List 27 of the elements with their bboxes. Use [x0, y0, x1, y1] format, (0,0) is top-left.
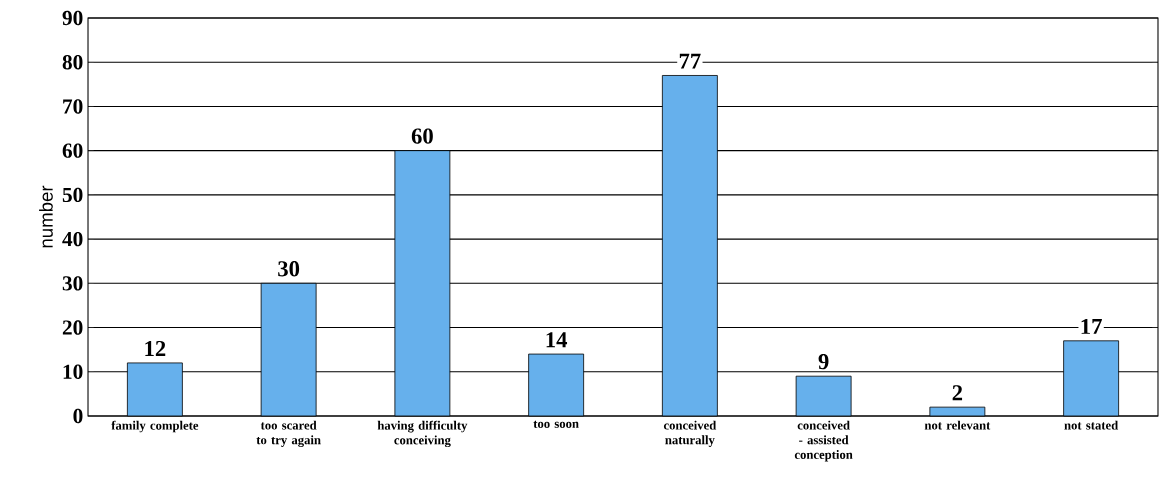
- data-label: 77: [679, 53, 701, 69]
- x-tick-label: having difficulty conceiving: [377, 420, 468, 448]
- x-tick-label: too scared to try again: [256, 420, 321, 447]
- x-tick-label: not stated: [1064, 420, 1119, 430]
- y-tick-label: 90: [62, 10, 83, 26]
- data-label: 12: [145, 340, 166, 356]
- y-tick-label: 20: [62, 320, 83, 335]
- y-axis-title: number: [39, 185, 53, 248]
- data-label: 30: [278, 261, 300, 277]
- data-label: 17: [1081, 318, 1102, 334]
- data-label: 60: [411, 128, 433, 144]
- y-tick-label: 80: [62, 55, 83, 70]
- y-tick-label: 40: [62, 231, 83, 247]
- x-tick-label: family complete: [111, 420, 199, 433]
- y-tick-label: 0: [73, 408, 83, 424]
- y-tick-label: 70: [63, 99, 83, 114]
- y-tick-label: 30: [62, 276, 83, 291]
- data-label: 14: [546, 332, 568, 348]
- data-label: 9: [818, 354, 829, 370]
- x-tick-label: not relevant: [924, 420, 991, 430]
- x-tick-label: conceived - assisted conception: [794, 420, 853, 462]
- y-tick-label: 50: [62, 187, 83, 203]
- x-tick-label: conceived naturally: [663, 420, 717, 447]
- y-tick-label: 60: [62, 143, 83, 158]
- data-label: 2: [952, 385, 963, 401]
- y-tick-label: 10: [63, 364, 83, 379]
- x-tick-label: too soon: [533, 420, 579, 428]
